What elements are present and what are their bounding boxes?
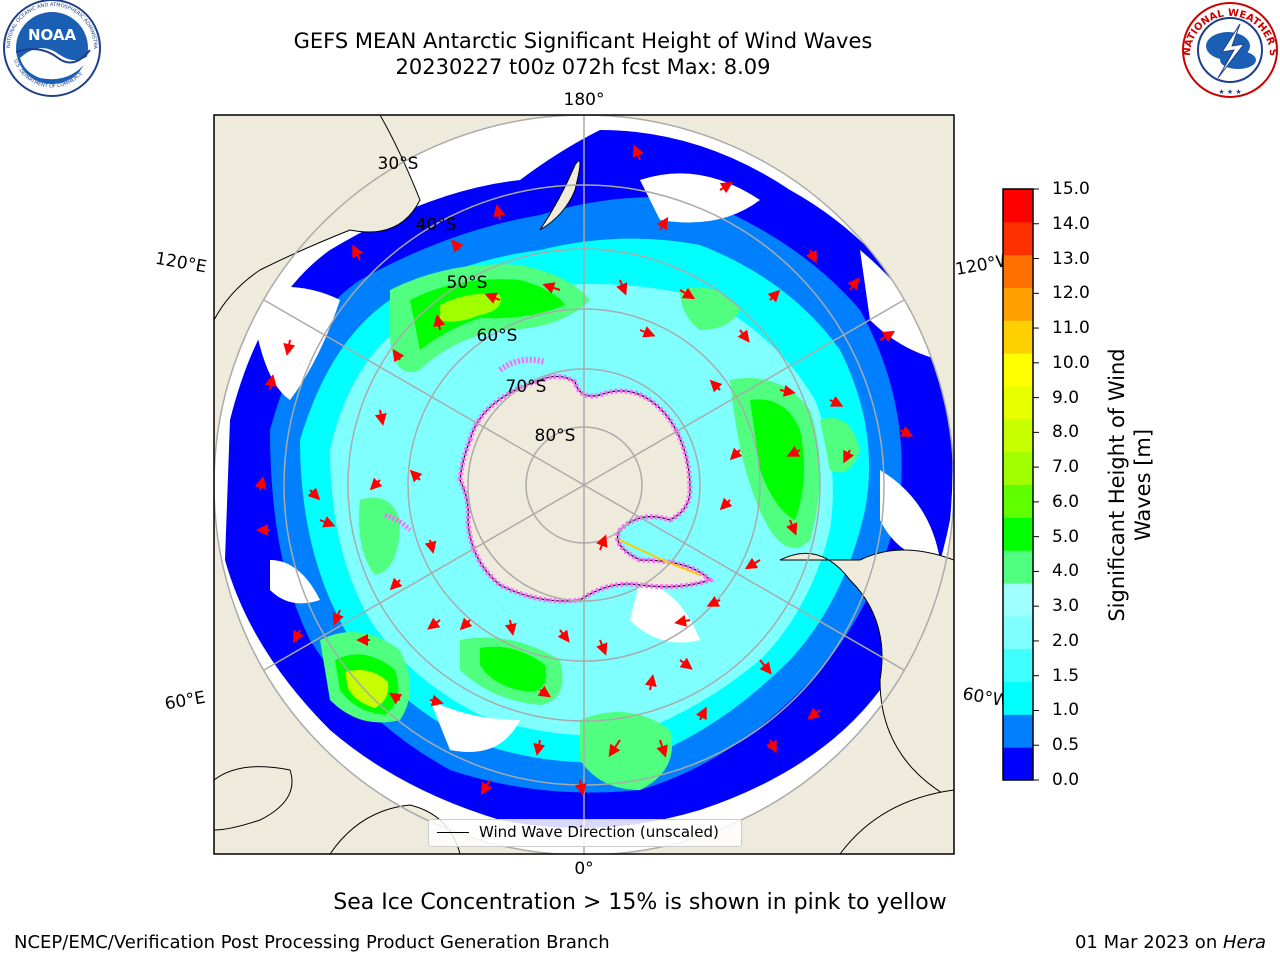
map-legend: Wind Wave Direction (unscaled) [428,819,742,847]
colorbar-tick-label: 8.0 [1052,422,1080,443]
colorbar-tick-label: 12.0 [1052,283,1090,304]
footer-machine: Hera [1222,932,1266,953]
graticule [214,115,954,854]
australia [214,115,421,321]
footer-date-text: 01 Mar 2023 on [1074,932,1223,953]
colorbar-swatch [1003,747,1033,781]
colorbar-tick-label: 14.0 [1052,213,1090,234]
colorbar-title-line2: Waves [m] [1131,428,1155,542]
colorbar-swatch [1003,287,1033,321]
lon-label-0: 0° [574,859,593,879]
colorbar-swatch [1003,648,1033,682]
noaa-logo: NOAA NATIONAL OCEANIC AND ATMOSPHERIC AD… [0,0,101,97]
colorbar-swatch [1003,484,1033,518]
colorbar-tick-label: 1.0 [1052,700,1080,721]
lon-label-180: 180° [564,90,605,110]
sea-ice-edge [457,374,715,604]
legend-label: Wind Wave Direction (unscaled) [479,823,719,841]
colorbar-swatch [1003,386,1033,420]
svg-text:★ ★ ★: ★ ★ ★ [1218,88,1241,96]
colorbar-tick-label: 4.0 [1052,561,1080,582]
colorbar-swatch [1003,451,1033,485]
colorbar-swatch [1003,353,1033,387]
madagascar [214,766,293,831]
colorbar-swatch [1003,714,1033,748]
sea-ice-note: Sea Ice Concentration > 15% is shown in … [333,890,947,915]
colorbar-title-line1: Significant Height of Wind [1105,348,1129,622]
lat-label-40s: 40°S [416,215,457,235]
south-america [779,549,954,801]
footer-date: 01 Mar 2023 on Hera [1075,932,1266,953]
colorbar-title: Significant Height of Wind Waves [m] [1104,348,1156,621]
colorbar-tick-label: 15.0 [1052,179,1090,199]
colorbar-swatch [1003,418,1033,453]
lon-label-120e: 120°E [154,249,208,278]
colorbar-swatch [1003,583,1033,617]
lat-label-80s: 80°S [535,426,576,446]
footer-credit: NCEP/EMC/Verification Post Processing Pr… [14,932,610,953]
new-zealand [539,160,581,231]
legend-line-swatch [437,832,469,833]
colorbar-swatch [1003,681,1033,715]
colorbar-tick-label: 2.0 [1052,630,1080,651]
lat-label-30s: 30°S [378,154,419,174]
lat-label-50s: 50°S [447,273,488,293]
colorbar-swatch [1003,550,1033,584]
colorbar-swatch [1003,254,1033,288]
colorbar-tick-label: 5.0 [1052,526,1080,547]
colorbar-tick-label: 0.5 [1052,735,1080,756]
colorbar-tick-label: 3.0 [1052,596,1080,617]
colorbar-tick-label: 10.0 [1052,352,1090,373]
colorbar-swatch [1003,221,1033,256]
colorbar-tick-label: 9.0 [1052,387,1080,408]
colorbar-swatch [1003,189,1033,223]
lat-label-70s: 70°S [506,377,547,397]
colorbar-tick-label: 1.5 [1052,665,1080,686]
colorbar-tick-label: 6.0 [1052,491,1080,512]
colorbar-tick-label: 7.0 [1052,457,1080,478]
lat-label-60s: 60°S [477,326,518,346]
colorbar-tick-label: 0.0 [1052,770,1080,790]
lon-label-60e: 60°E [163,688,207,715]
colorbar-frame [1002,188,1034,781]
svg-text:NOAA: NOAA [28,26,77,44]
colorbar-tick-label: 13.0 [1052,248,1090,269]
map-frame [213,114,955,855]
colorbar-swatch [1003,320,1033,354]
colorbar [1002,188,1039,781]
nws-logo: NATIONAL WEATHER SERVICE ★ ★ ★ [1178,0,1278,98]
wind-wave-arrows [254,144,914,796]
colorbar-tick-label: 11.0 [1052,318,1090,339]
map-title: GEFS MEAN Antarctic Significant Height o… [293,29,873,53]
colorbar-swatch [1003,615,1033,650]
map-subtitle: 20230227 t00z 072h fcst Max: 8.09 [395,55,771,79]
colorbar-swatch [1003,517,1033,551]
